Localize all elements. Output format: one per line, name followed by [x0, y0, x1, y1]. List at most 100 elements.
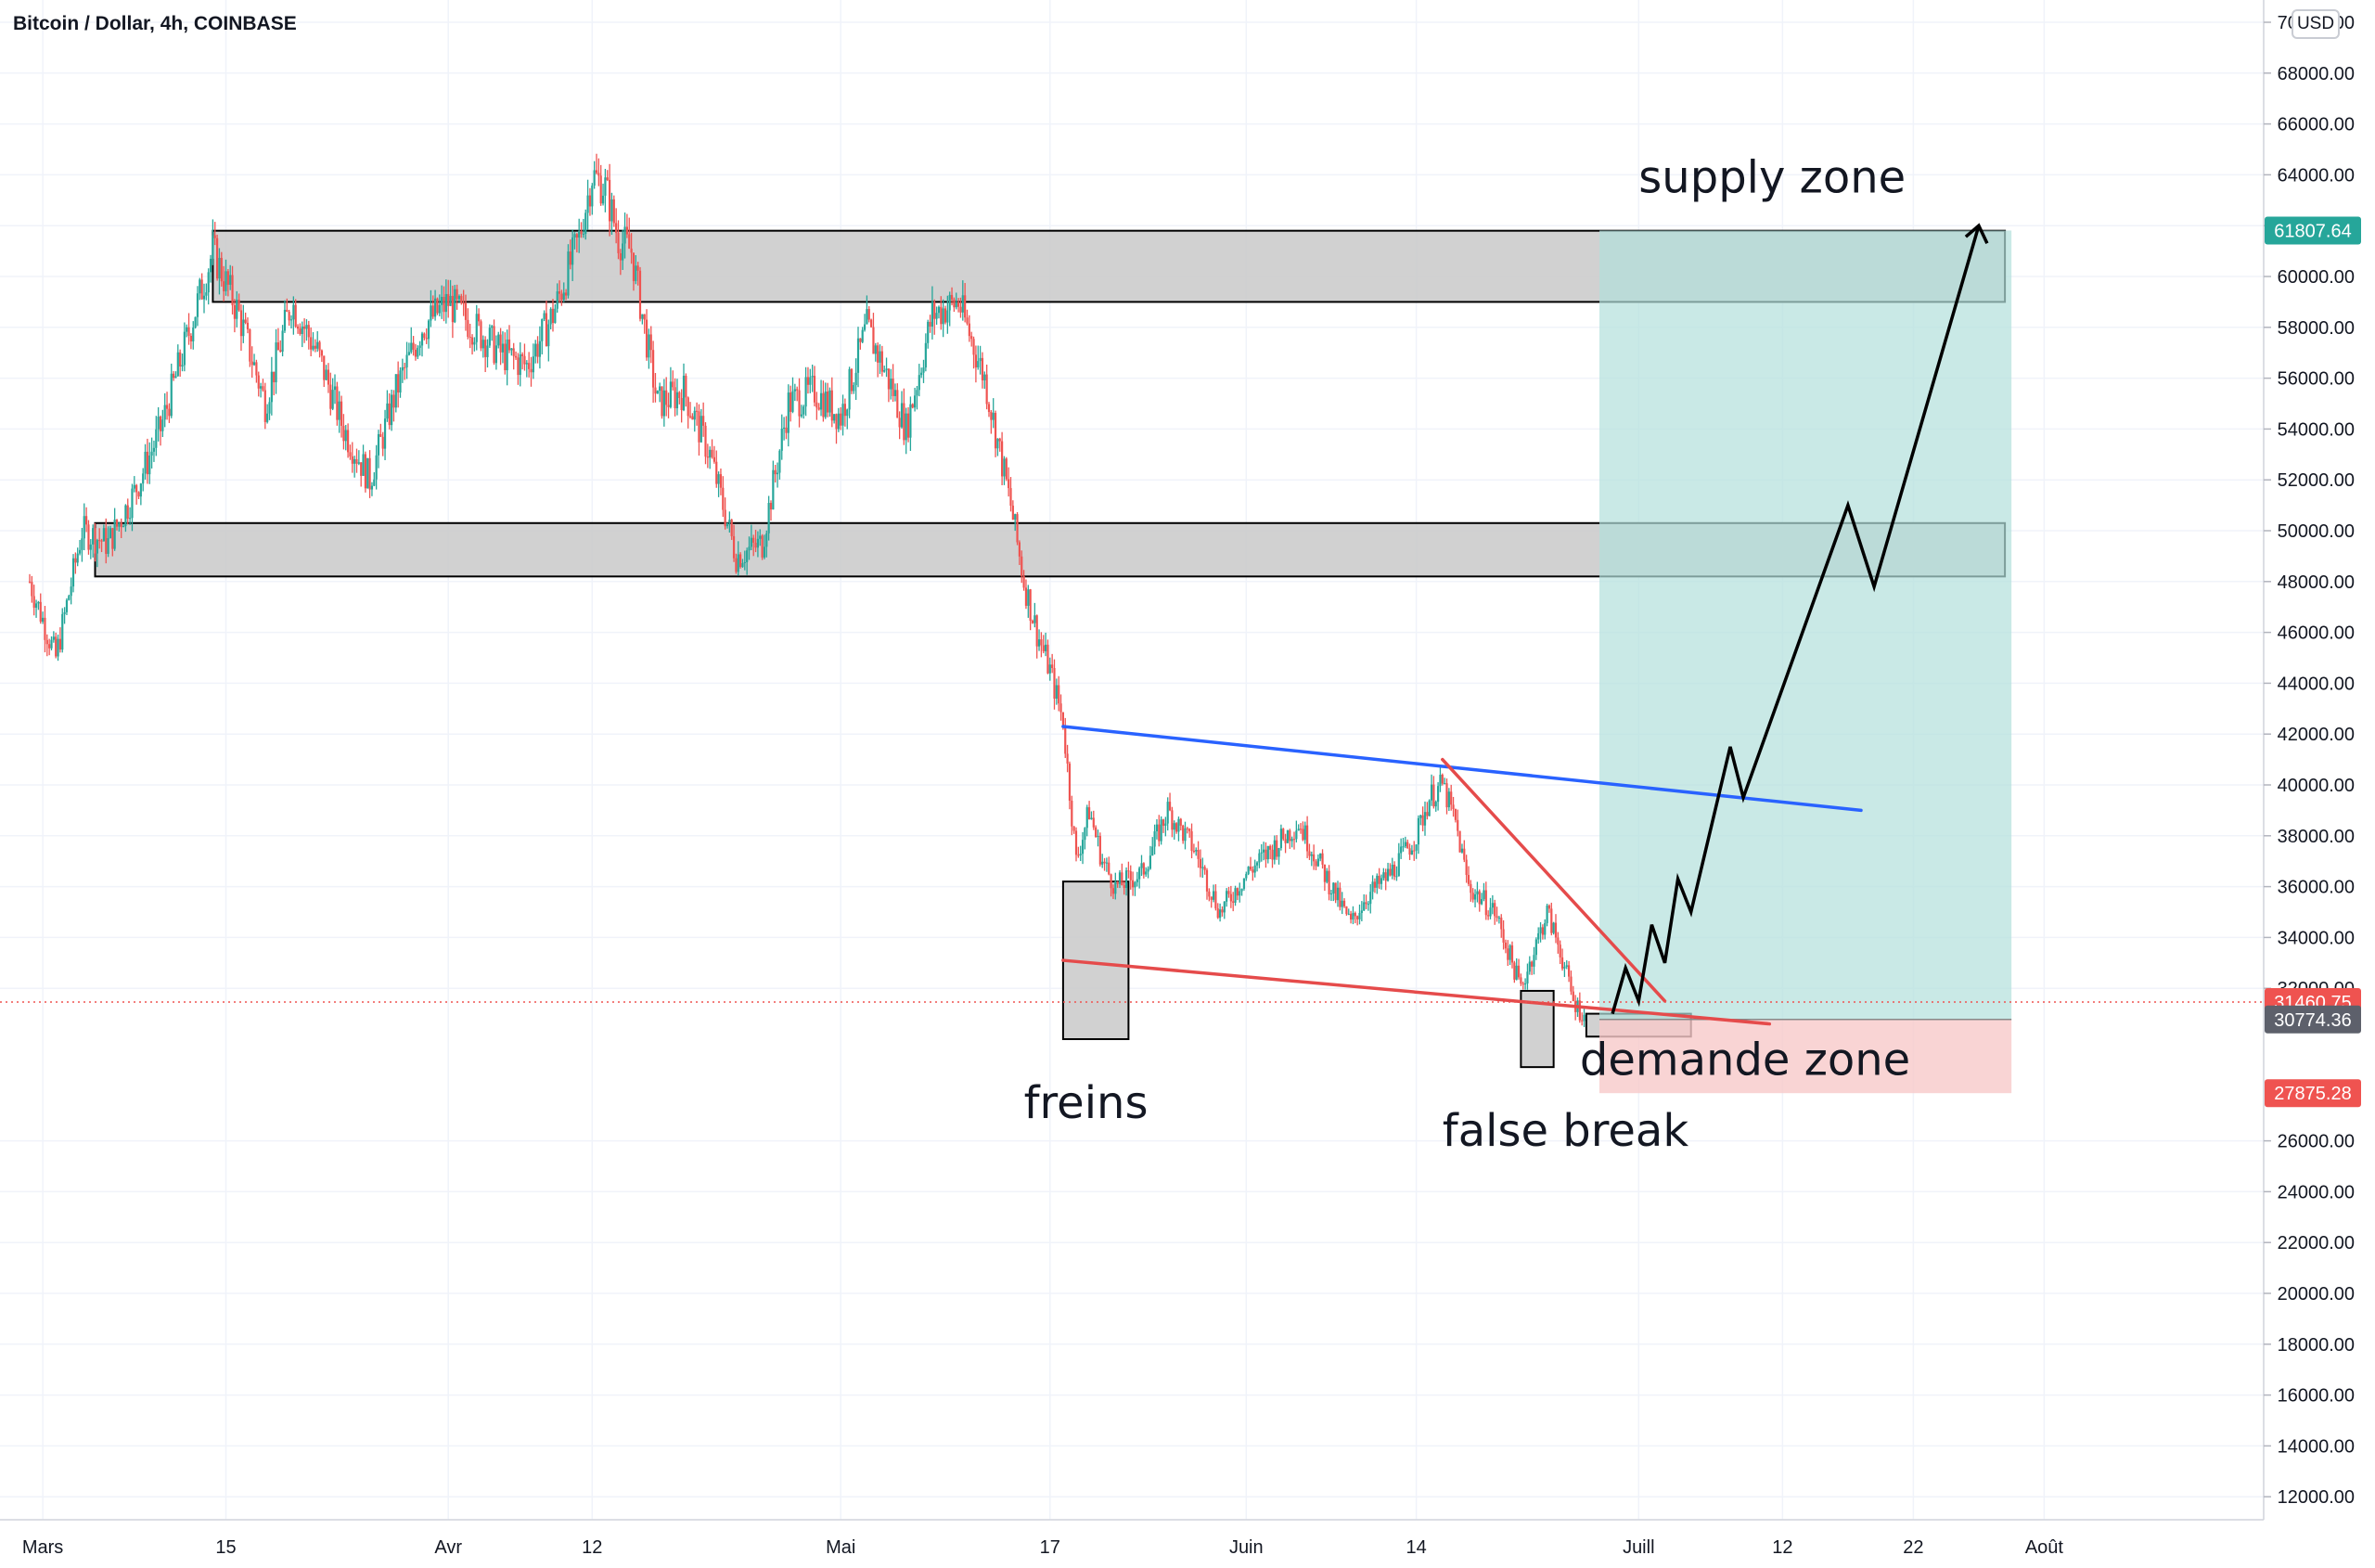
candle-body — [948, 294, 951, 311]
candle-body — [81, 538, 83, 550]
candle-body — [404, 366, 406, 368]
y-tick-label: 40000.00 — [2278, 776, 2355, 796]
candle-body — [113, 520, 116, 549]
candle-body — [464, 302, 468, 320]
candle-body — [157, 417, 160, 430]
candle-body — [709, 449, 712, 458]
candle-body — [1491, 903, 1494, 908]
candle-body — [1393, 864, 1396, 877]
candle-body — [1352, 912, 1354, 920]
candle-body — [441, 296, 443, 305]
candle-body — [893, 390, 897, 396]
candle-body — [1572, 991, 1574, 1001]
candle-body — [470, 337, 474, 345]
annotation-layer[interactable]: supply zone freins demande zone false break — [1024, 152, 1911, 1158]
candle-body — [691, 416, 694, 420]
candle-body — [1544, 922, 1547, 935]
candle-body — [981, 357, 984, 380]
long-position-tool[interactable] — [1599, 230, 2012, 1094]
candle-body — [591, 185, 594, 207]
candle-body — [111, 528, 114, 549]
candle-body — [344, 430, 347, 442]
candle-body — [1114, 880, 1117, 894]
x-tick-label: 17 — [1040, 1537, 1060, 1558]
candle-body — [100, 540, 103, 542]
candle-body — [811, 376, 814, 378]
candle-body — [828, 390, 831, 413]
candle-body — [1027, 589, 1030, 606]
candle-body — [379, 433, 382, 437]
projection-layer[interactable] — [1611, 223, 1989, 1015]
candle-body — [1313, 854, 1316, 862]
candle-body — [434, 298, 437, 317]
candle-body — [856, 338, 860, 373]
candle-body — [155, 429, 158, 448]
symbol-title[interactable]: Bitcoin / Dollar, 4h, COINBASE — [13, 13, 297, 34]
candle-body — [678, 392, 681, 399]
candle-body — [1430, 784, 1433, 801]
price-label-bg-entry — [2265, 1005, 2361, 1034]
candle-body — [722, 487, 725, 510]
candle-body — [595, 170, 598, 174]
candle-body — [107, 537, 109, 554]
candle-body — [1400, 846, 1403, 854]
candle-body — [994, 412, 997, 449]
candle-body — [1195, 850, 1198, 852]
candle-body — [785, 427, 788, 433]
y-tick-label: 54000.00 — [2278, 419, 2355, 440]
candle-body — [837, 413, 840, 430]
candle-body — [840, 413, 842, 426]
candle-body — [905, 413, 907, 441]
candle-body — [94, 528, 96, 554]
candle-body — [806, 377, 810, 385]
candle-body — [1266, 845, 1269, 860]
candle-body — [1428, 800, 1431, 816]
candle-body — [176, 352, 179, 377]
candle-body — [680, 398, 683, 411]
candle-body — [798, 390, 801, 417]
candle-body — [1199, 858, 1202, 868]
candle-body — [543, 313, 546, 319]
candle-body — [1166, 802, 1169, 824]
trendline-layer[interactable] — [0, 725, 2264, 1026]
candle-body — [1496, 916, 1498, 919]
candle-body — [1042, 645, 1045, 651]
candle-body — [360, 462, 363, 476]
candle-body — [830, 390, 833, 421]
candle-body — [1502, 929, 1505, 943]
candle-body — [737, 554, 739, 572]
candle-body — [1520, 977, 1522, 984]
candle-body — [1240, 888, 1243, 892]
candle-body — [1467, 875, 1470, 884]
candle-body — [880, 351, 883, 372]
candle-body — [449, 295, 452, 306]
candle-body — [1040, 639, 1043, 646]
candle-body — [1413, 850, 1416, 852]
candle-body — [394, 374, 397, 408]
candle-body — [34, 603, 38, 608]
candle-body — [1155, 824, 1159, 832]
candle-body — [979, 357, 982, 362]
candle-body — [628, 234, 631, 249]
candle-body — [87, 524, 90, 550]
candle-body — [992, 412, 995, 420]
candle-body — [1365, 902, 1367, 905]
candle-body — [159, 417, 162, 431]
candle-body — [1326, 870, 1329, 882]
candle-body — [98, 540, 101, 542]
candle-body — [368, 457, 371, 490]
candle-body — [964, 295, 967, 318]
candle-body — [549, 308, 552, 325]
currency-button[interactable]: USD — [2292, 9, 2340, 39]
candle-body — [58, 638, 61, 650]
candle-body — [787, 392, 790, 433]
candle-body — [1339, 887, 1342, 907]
candle-body — [347, 430, 350, 453]
candle-body — [756, 538, 759, 548]
candle-body — [375, 455, 378, 480]
candle-body — [1221, 909, 1224, 913]
candle-body — [1303, 825, 1306, 841]
candle-body — [427, 320, 430, 340]
